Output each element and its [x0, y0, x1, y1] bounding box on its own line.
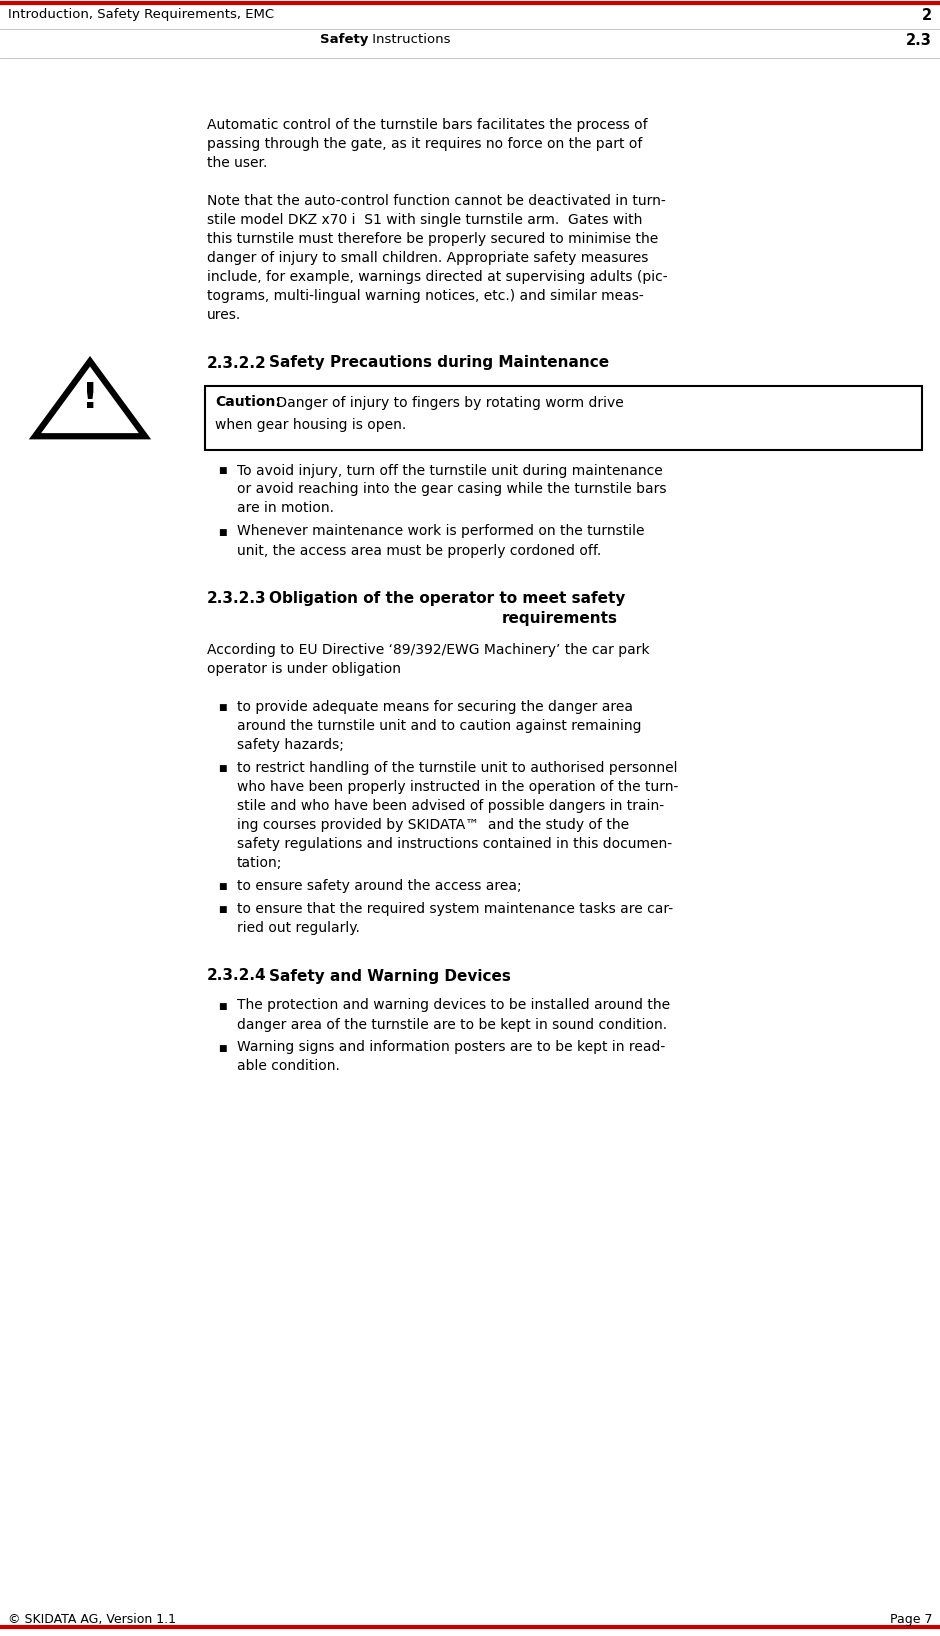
Text: this turnstile must therefore be properly secured to minimise the: this turnstile must therefore be properl…: [207, 232, 658, 245]
Text: tation;: tation;: [237, 856, 282, 870]
Text: stile model DKZ x70 i  S1 with single turnstile arm.  Gates with: stile model DKZ x70 i S1 with single tur…: [207, 213, 642, 227]
Text: ■: ■: [218, 882, 227, 892]
Text: !: !: [82, 381, 99, 414]
Text: the user.: the user.: [207, 155, 267, 170]
Text: ried out regularly.: ried out regularly.: [237, 921, 360, 936]
Text: Safety: Safety: [320, 33, 368, 46]
Text: Danger of injury to fingers by rotating worm drive: Danger of injury to fingers by rotating …: [272, 396, 624, 409]
Text: ■: ■: [218, 905, 227, 915]
Text: include, for example, warnings directed at supervising adults (pic-: include, for example, warnings directed …: [207, 270, 667, 285]
Text: are in motion.: are in motion.: [237, 502, 334, 515]
Text: or avoid reaching into the gear casing while the turnstile bars: or avoid reaching into the gear casing w…: [237, 483, 666, 496]
Text: 2.3.2.2: 2.3.2.2: [207, 355, 267, 370]
Text: The protection and warning devices to be installed around the: The protection and warning devices to be…: [237, 998, 670, 1013]
Text: to provide adequate means for securing the danger area: to provide adequate means for securing t…: [237, 700, 633, 713]
Text: ■: ■: [218, 466, 227, 476]
Text: Safety and Warning Devices: Safety and Warning Devices: [269, 969, 510, 983]
Text: Introduction, Safety Requirements, EMC: Introduction, Safety Requirements, EMC: [8, 8, 274, 21]
Text: 2.3: 2.3: [906, 33, 932, 47]
Text: danger of injury to small children. Appropriate safety measures: danger of injury to small children. Appr…: [207, 250, 649, 265]
Text: who have been properly instructed in the operation of the turn-: who have been properly instructed in the…: [237, 780, 679, 793]
Text: to restrict handling of the turnstile unit to authorised personnel: to restrict handling of the turnstile un…: [237, 761, 678, 775]
Text: Warning signs and information posters are to be kept in read-: Warning signs and information posters ar…: [237, 1040, 666, 1055]
Text: 2: 2: [922, 8, 932, 23]
Text: According to EU Directive ‘89/392/EWG Machinery’ the car park: According to EU Directive ‘89/392/EWG Ma…: [207, 643, 650, 658]
Text: ■: ■: [218, 1044, 227, 1052]
Text: ing courses provided by SKIDATA™  and the study of the: ing courses provided by SKIDATA™ and the…: [237, 818, 629, 833]
Text: ■: ■: [218, 1001, 227, 1011]
Text: operator is under obligation: operator is under obligation: [207, 663, 401, 676]
Text: when gear housing is open.: when gear housing is open.: [215, 417, 406, 432]
Text: to ensure that the required system maintenance tasks are car-: to ensure that the required system maint…: [237, 901, 673, 916]
Text: tograms, multi-lingual warning notices, etc.) and similar meas-: tograms, multi-lingual warning notices, …: [207, 290, 644, 303]
Text: Caution:: Caution:: [215, 396, 281, 409]
Text: Note that the auto-control function cannot be deactivated in turn-: Note that the auto-control function cann…: [207, 195, 666, 208]
Text: to ensure safety around the access area;: to ensure safety around the access area;: [237, 879, 522, 893]
Text: able condition.: able condition.: [237, 1060, 340, 1073]
Text: Safety Precautions during Maintenance: Safety Precautions during Maintenance: [269, 355, 609, 370]
Text: passing through the gate, as it requires no force on the part of: passing through the gate, as it requires…: [207, 137, 642, 151]
Text: To avoid injury, turn off the turnstile unit during maintenance: To avoid injury, turn off the turnstile …: [237, 463, 663, 478]
Text: ■: ■: [218, 527, 227, 537]
Text: danger area of the turnstile are to be kept in sound condition.: danger area of the turnstile are to be k…: [237, 1018, 667, 1032]
Bar: [205, 386, 922, 450]
Text: Instructions: Instructions: [368, 33, 450, 46]
Text: ures.: ures.: [207, 308, 242, 322]
Text: stile and who have been advised of possible dangers in train-: stile and who have been advised of possi…: [237, 798, 665, 813]
Text: Obligation of the operator to meet safety: Obligation of the operator to meet safet…: [269, 591, 625, 605]
Text: ■: ■: [218, 764, 227, 772]
Text: Whenever maintenance work is performed on the turnstile: Whenever maintenance work is performed o…: [237, 525, 645, 538]
Text: Page 7: Page 7: [889, 1613, 932, 1626]
Text: unit, the access area must be properly cordoned off.: unit, the access area must be properly c…: [237, 543, 602, 558]
Text: safety hazards;: safety hazards;: [237, 738, 344, 753]
Text: Automatic control of the turnstile bars facilitates the process of: Automatic control of the turnstile bars …: [207, 118, 648, 133]
Text: requirements: requirements: [502, 610, 618, 627]
Text: © SKIDATA AG, Version 1.1: © SKIDATA AG, Version 1.1: [8, 1613, 176, 1626]
Text: 2.3.2.4: 2.3.2.4: [207, 969, 267, 983]
Text: ■: ■: [218, 703, 227, 712]
Text: safety regulations and instructions contained in this documen-: safety regulations and instructions cont…: [237, 838, 672, 851]
Text: around the turnstile unit and to caution against remaining: around the turnstile unit and to caution…: [237, 718, 641, 733]
Text: 2.3.2.3: 2.3.2.3: [207, 591, 267, 605]
